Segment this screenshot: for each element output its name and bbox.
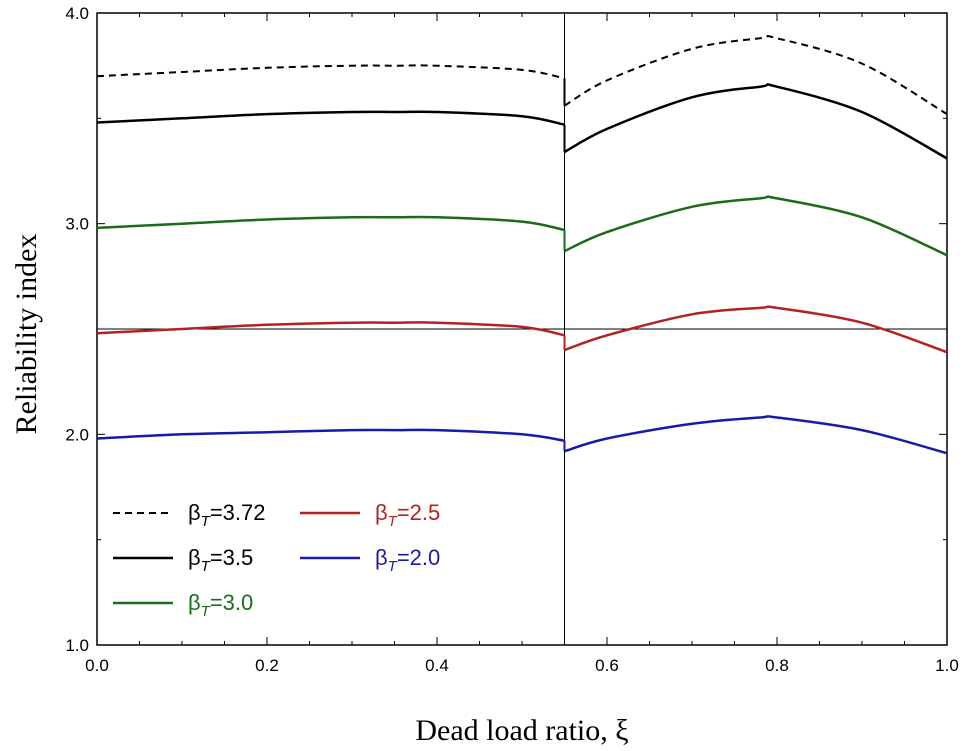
series-line-segment bbox=[96, 64, 565, 80]
legend-label: βT=3.0 bbox=[188, 590, 253, 620]
legend-item: βT=3.72 bbox=[113, 500, 266, 530]
ticks-layer bbox=[96, 12, 948, 646]
x-tick-label: 0.6 bbox=[595, 656, 619, 675]
series-line-segment bbox=[96, 215, 565, 232]
legend-item: βT=2.0 bbox=[300, 545, 440, 575]
x-tick-label: 0.2 bbox=[255, 656, 279, 675]
series-line-segment bbox=[564, 305, 948, 354]
legend-label: βT=3.72 bbox=[188, 500, 266, 530]
series-line-segment bbox=[96, 110, 565, 126]
x-tick-label: 1.0 bbox=[935, 656, 959, 675]
series-layer bbox=[96, 34, 948, 455]
legend-label: βT=2.5 bbox=[375, 500, 440, 530]
reference-lines bbox=[97, 13, 947, 645]
series-beta-2-0 bbox=[96, 415, 948, 455]
x-tick-label: 0.0 bbox=[85, 656, 109, 675]
legend-label: βT=2.0 bbox=[375, 545, 440, 575]
legend: βT=3.72 βT=2.5 βT=3.5 βT=2.0 βT=3.0 bbox=[113, 500, 440, 620]
series-line-segment bbox=[96, 428, 565, 442]
series-beta-3-5 bbox=[96, 83, 948, 160]
y-tick-label: 2.0 bbox=[65, 425, 89, 444]
x-tick-label: 0.8 bbox=[765, 656, 789, 675]
x-tick-labels: 0.0 0.2 0.4 0.6 0.8 1.0 bbox=[85, 656, 959, 675]
series-line-segment bbox=[563, 195, 948, 257]
y-tick-labels: 1.0 2.0 3.0 4.0 bbox=[65, 4, 89, 655]
y-tick-label: 3.0 bbox=[65, 215, 89, 234]
series-beta-2-5 bbox=[96, 305, 948, 354]
series-line-segment bbox=[563, 34, 948, 115]
y-tick-label: 1.0 bbox=[65, 636, 89, 655]
series-line-segment bbox=[96, 321, 565, 337]
x-axis-title: Dead load ratio, ξ bbox=[415, 714, 628, 747]
series-beta-3-0 bbox=[96, 195, 948, 257]
legend-item: βT=3.5 bbox=[113, 545, 253, 575]
series-beta-3-72 bbox=[96, 34, 948, 115]
y-tick-label: 4.0 bbox=[65, 4, 89, 23]
y-axis-title: Reliability index bbox=[10, 234, 43, 435]
legend-label: βT=3.5 bbox=[188, 545, 253, 575]
plot-area bbox=[96, 12, 948, 646]
x-tick-label: 0.4 bbox=[425, 656, 449, 675]
legend-item: βT=3.0 bbox=[113, 590, 253, 620]
series-line-segment bbox=[564, 415, 948, 455]
series-line-segment bbox=[563, 83, 948, 160]
legend-item: βT=2.5 bbox=[300, 500, 440, 530]
